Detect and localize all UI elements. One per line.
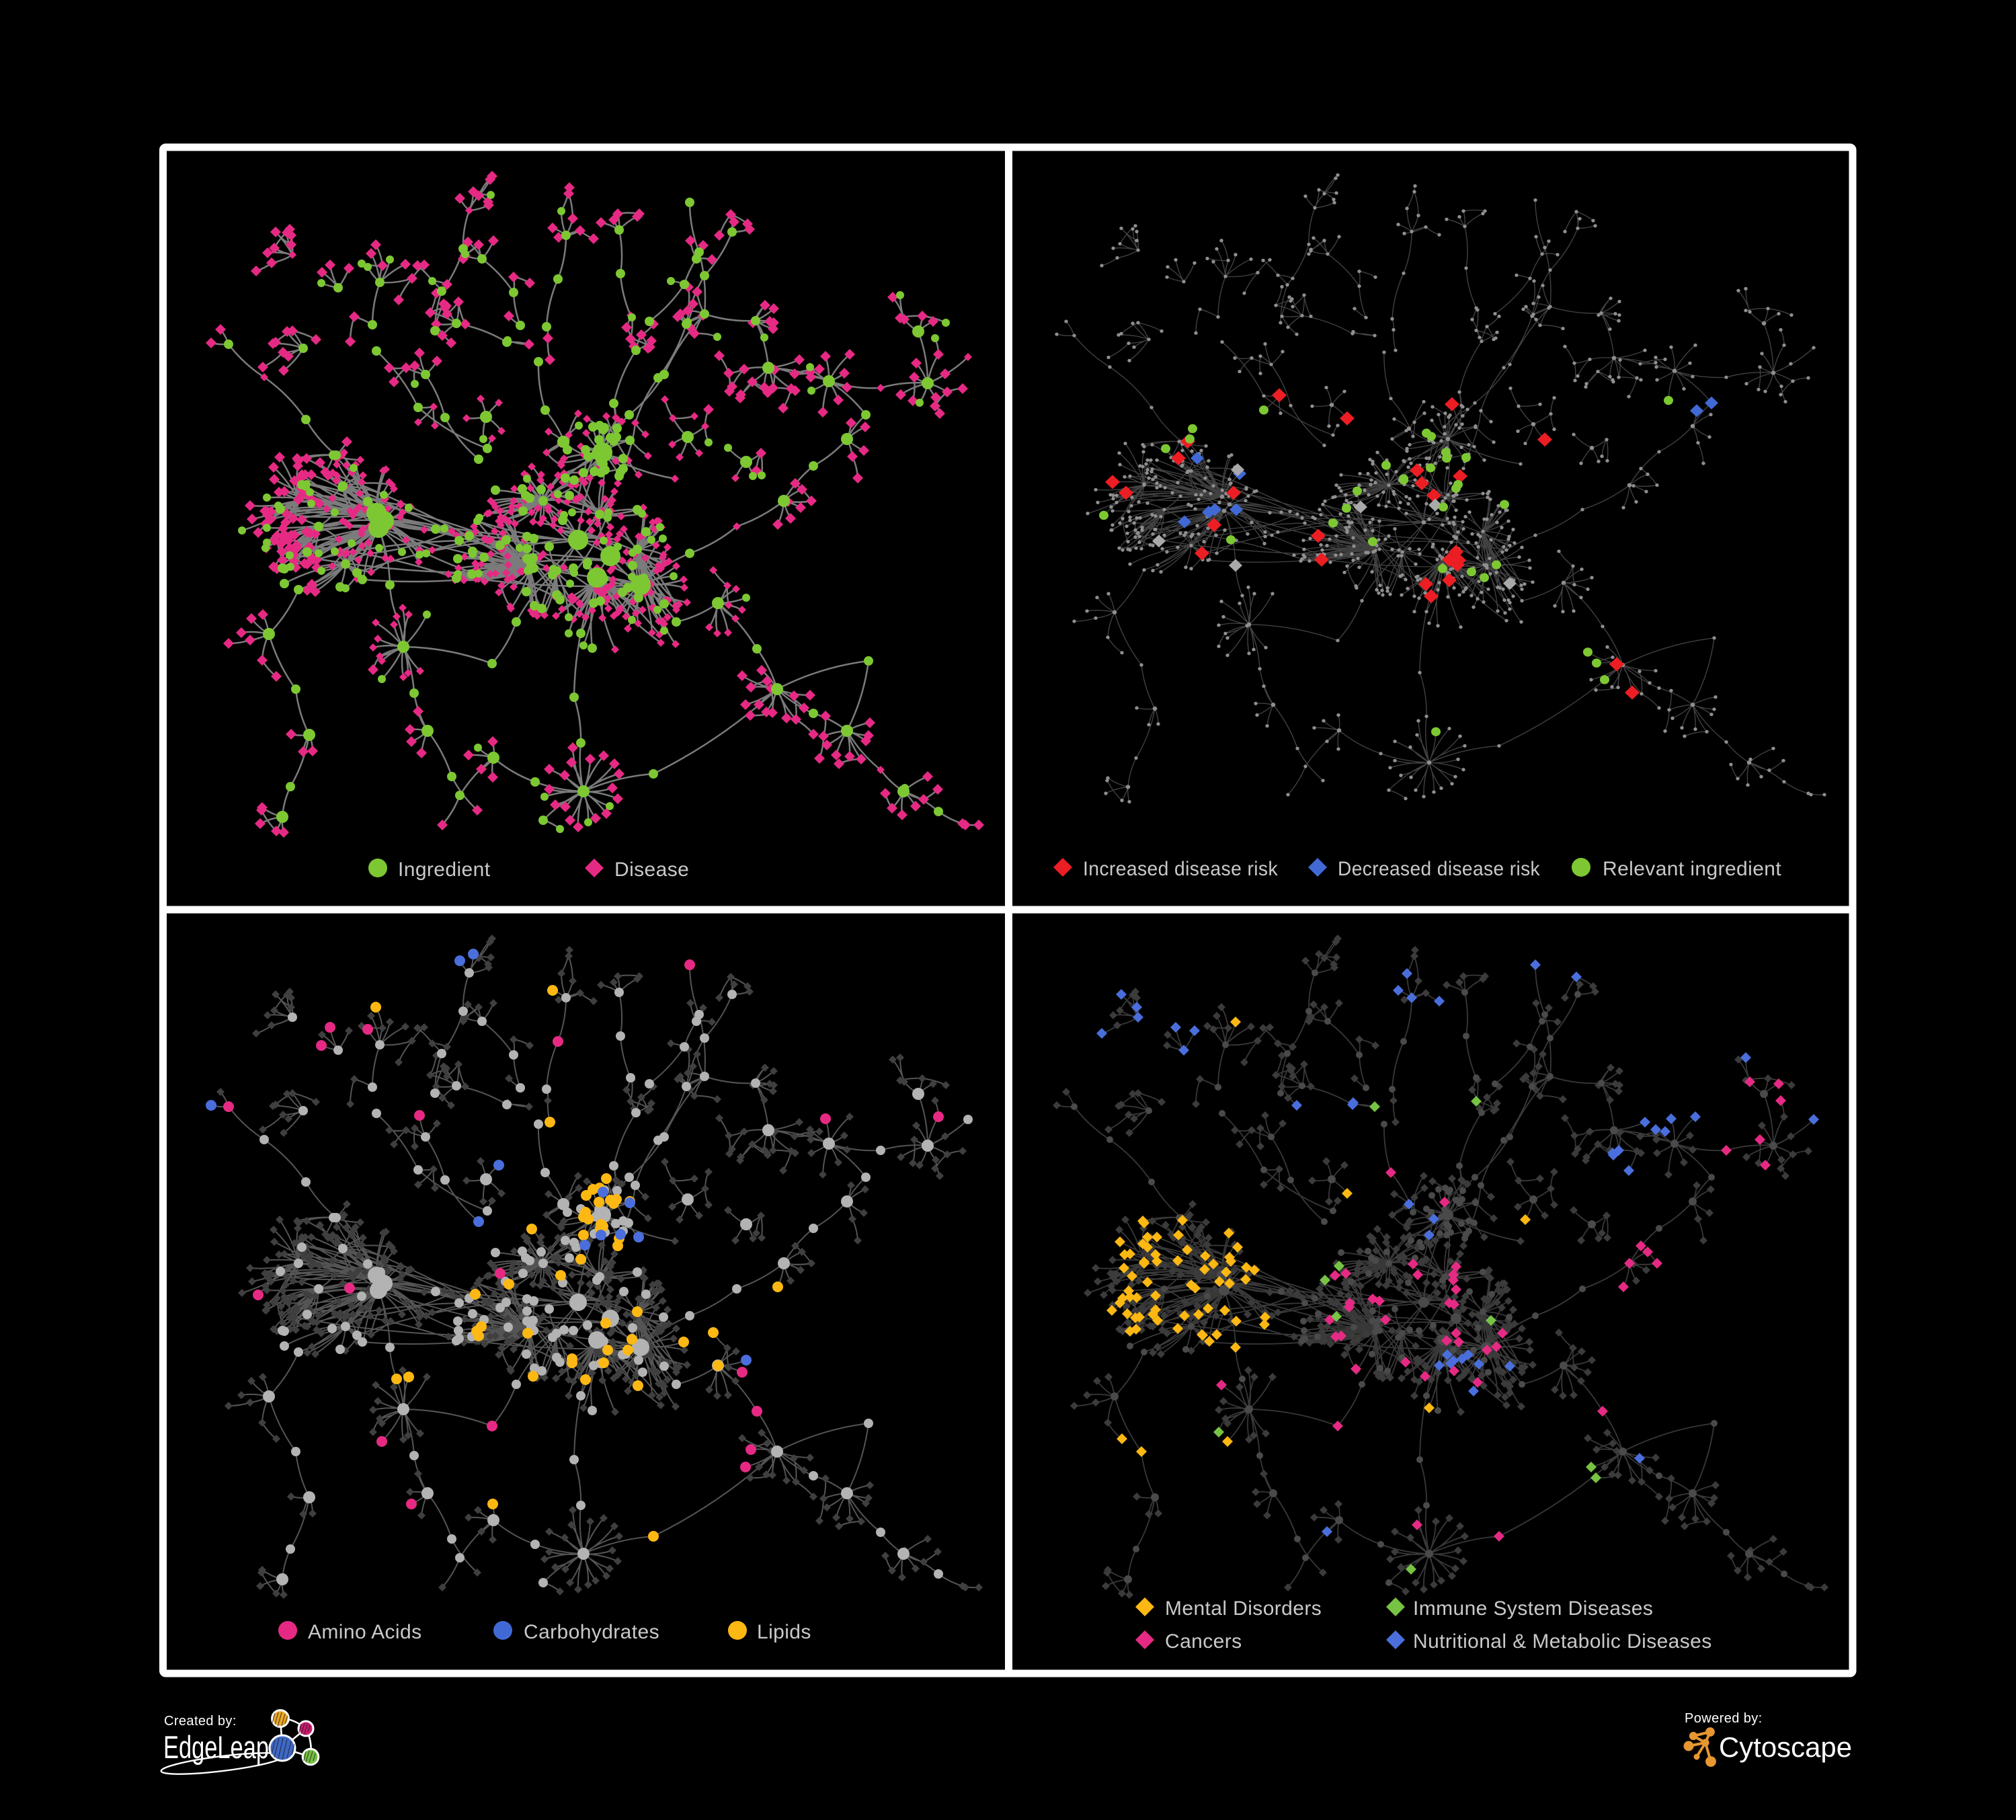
svg-text:Carbohydrates: Carbohydrates <box>524 1621 659 1643</box>
svg-text:Cancers: Cancers <box>1165 1630 1242 1653</box>
svg-text:Decreased disease risk: Decreased disease risk <box>1338 858 1541 880</box>
svg-text:Immune System Diseases: Immune System Diseases <box>1413 1597 1653 1620</box>
svg-text:Lipids: Lipids <box>757 1621 811 1643</box>
svg-text:Cytoscape: Cytoscape <box>1719 1731 1852 1763</box>
svg-text:Ingredient: Ingredient <box>398 859 491 881</box>
svg-text:Amino Acids: Amino Acids <box>308 1621 421 1643</box>
svg-text:Powered by:: Powered by: <box>1685 1711 1763 1726</box>
svg-text:Created by:: Created by: <box>164 1714 237 1729</box>
svg-text:Relevant ingredient: Relevant ingredient <box>1603 858 1781 880</box>
svg-text:Increased disease risk: Increased disease risk <box>1083 858 1279 880</box>
svg-text:EdgeLeap: EdgeLeap <box>163 1729 269 1765</box>
svg-text:Mental Disorders: Mental Disorders <box>1165 1597 1322 1620</box>
svg-text:Disease: Disease <box>614 859 689 881</box>
svg-text:Nutritional & Metabolic Diseas: Nutritional & Metabolic Diseases <box>1413 1630 1712 1653</box>
